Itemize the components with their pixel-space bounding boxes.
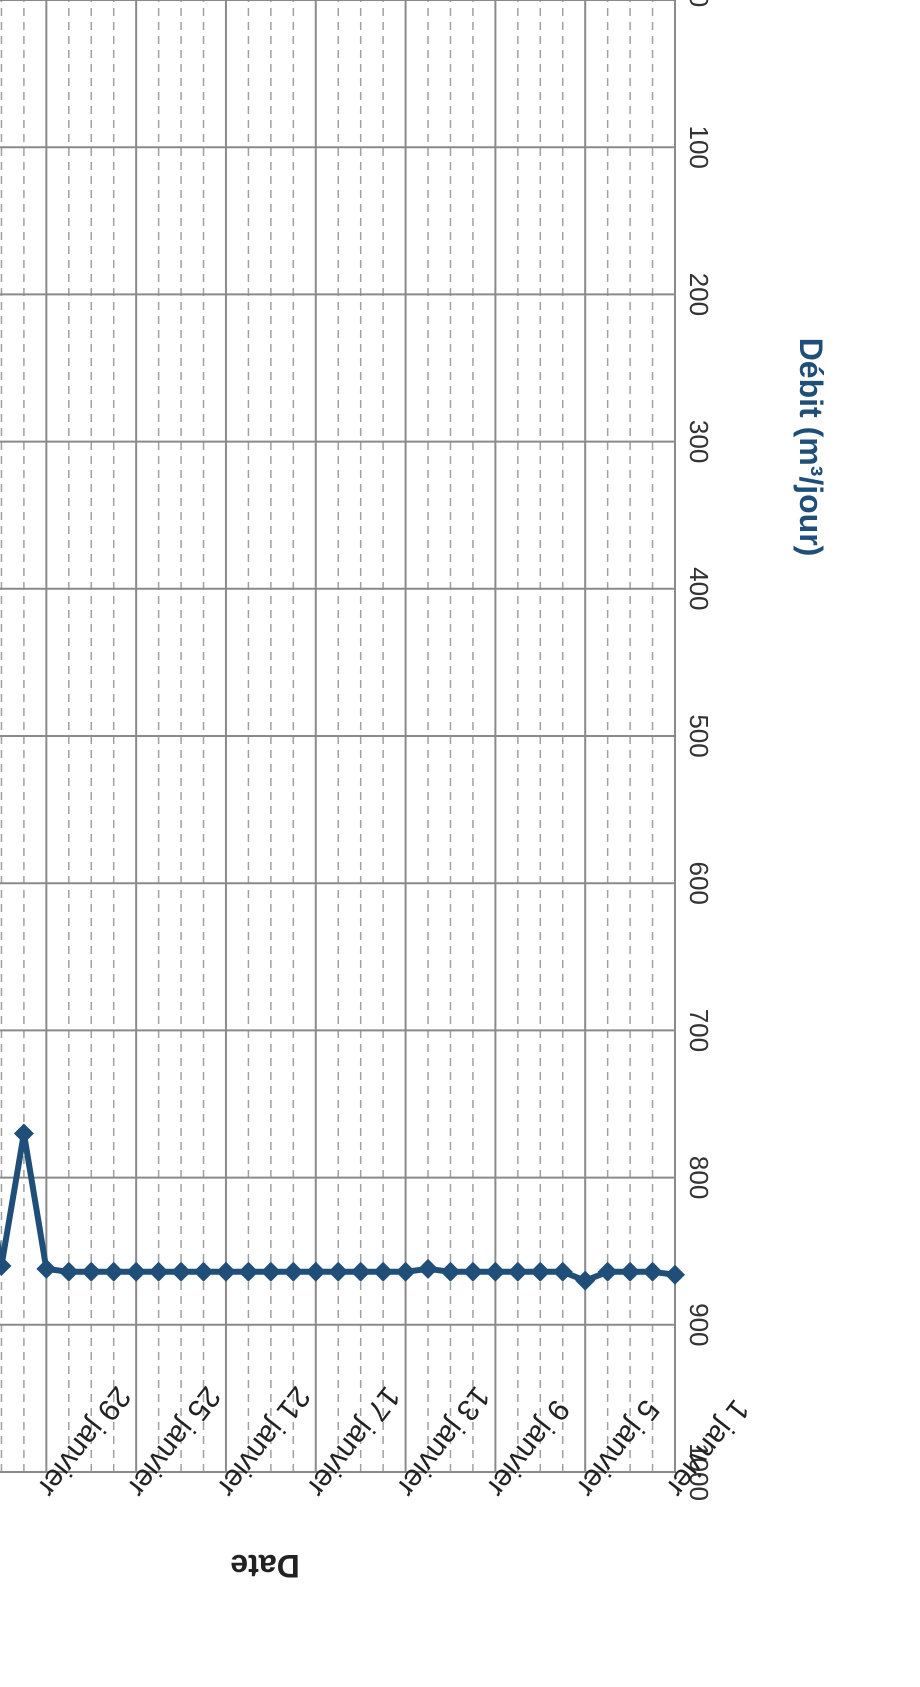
y-tick-label: 100 xyxy=(684,126,714,169)
data-point-marker xyxy=(103,1261,124,1282)
data-point-marker xyxy=(13,1123,34,1144)
data-point-marker xyxy=(485,1261,506,1282)
data-point-marker xyxy=(305,1261,326,1282)
data-point-marker xyxy=(238,1261,259,1282)
data-point-marker xyxy=(395,1261,416,1282)
y-tick-label: 300 xyxy=(684,420,714,463)
data-point-marker xyxy=(58,1261,79,1282)
data-point-marker xyxy=(148,1261,169,1282)
series-markers xyxy=(0,1123,685,1291)
data-point-marker xyxy=(462,1261,483,1282)
y-tick-label: 900 xyxy=(684,1303,714,1346)
data-point-marker xyxy=(597,1261,618,1282)
major-gridlines xyxy=(0,0,676,1473)
y-tick-label: 600 xyxy=(684,862,714,905)
data-point-marker xyxy=(373,1261,394,1282)
data-point-marker xyxy=(507,1261,528,1282)
data-point-marker xyxy=(418,1258,439,1279)
data-point-marker xyxy=(215,1261,236,1282)
y-tick-label: 700 xyxy=(684,1009,714,1052)
data-point-marker xyxy=(126,1261,147,1282)
data-point-marker xyxy=(530,1261,551,1282)
data-point-marker xyxy=(575,1270,596,1291)
data-point-marker xyxy=(665,1264,685,1285)
x-tick-label: 5 janvier xyxy=(570,1393,666,1503)
data-point-marker xyxy=(642,1261,663,1282)
data-point-marker xyxy=(260,1261,281,1282)
chart-rotated-group: 0 100 200 300 400 500 600 700 800 900 1000 1 janvi… xyxy=(0,0,829,1584)
data-point-marker xyxy=(36,1258,57,1279)
data-point-marker xyxy=(171,1261,192,1282)
data-point-marker xyxy=(620,1261,641,1282)
y-tick-labels: 0 100 200 300 400 500 600 700 800 900 1000 xyxy=(684,0,714,1501)
y-tick-label: 0 xyxy=(684,0,714,7)
y-tick-label: 1000 xyxy=(684,1443,714,1501)
x-axis-title: Date xyxy=(230,1548,299,1584)
data-point-marker xyxy=(328,1261,349,1282)
y-tick-label: 200 xyxy=(684,273,714,316)
plot-frame xyxy=(0,0,676,1473)
x-tick-label: 9 janvier xyxy=(480,1393,576,1503)
data-point-marker xyxy=(552,1261,573,1282)
y-tick-label: 800 xyxy=(684,1156,714,1199)
y-tick-label: 400 xyxy=(684,567,714,610)
data-point-marker xyxy=(81,1261,102,1282)
data-point-marker xyxy=(0,1255,12,1276)
data-point-marker xyxy=(350,1261,371,1282)
data-point-marker xyxy=(283,1261,304,1282)
y-tick-label: 500 xyxy=(684,714,714,757)
y-axis-title: Débit (m³/jour) xyxy=(793,338,829,557)
data-point-marker xyxy=(193,1261,214,1282)
data-point-marker xyxy=(440,1261,461,1282)
